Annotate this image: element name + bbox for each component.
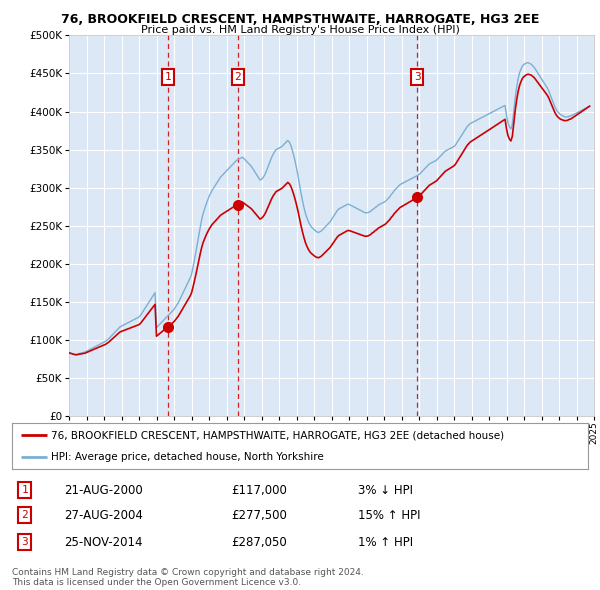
Text: This data is licensed under the Open Government Licence v3.0.: This data is licensed under the Open Gov… bbox=[12, 578, 301, 587]
Text: HPI: Average price, detached house, North Yorkshire: HPI: Average price, detached house, Nort… bbox=[51, 451, 324, 461]
Text: 76, BROOKFIELD CRESCENT, HAMPSTHWAITE, HARROGATE, HG3 2EE: 76, BROOKFIELD CRESCENT, HAMPSTHWAITE, H… bbox=[61, 13, 539, 26]
Text: 2: 2 bbox=[235, 72, 241, 82]
Text: 3% ↓ HPI: 3% ↓ HPI bbox=[358, 484, 413, 497]
Text: £277,500: £277,500 bbox=[231, 509, 287, 522]
Text: £287,050: £287,050 bbox=[231, 536, 287, 549]
Text: 2: 2 bbox=[21, 510, 28, 520]
Text: 76, BROOKFIELD CRESCENT, HAMPSTHWAITE, HARROGATE, HG3 2EE (detached house): 76, BROOKFIELD CRESCENT, HAMPSTHWAITE, H… bbox=[51, 431, 504, 441]
Text: 1: 1 bbox=[164, 72, 171, 82]
Text: 1: 1 bbox=[21, 485, 28, 495]
Text: Price paid vs. HM Land Registry's House Price Index (HPI): Price paid vs. HM Land Registry's House … bbox=[140, 25, 460, 35]
Text: 15% ↑ HPI: 15% ↑ HPI bbox=[358, 509, 420, 522]
Text: 3: 3 bbox=[414, 72, 421, 82]
Text: 21-AUG-2000: 21-AUG-2000 bbox=[64, 484, 143, 497]
Text: 27-AUG-2004: 27-AUG-2004 bbox=[64, 509, 143, 522]
Text: Contains HM Land Registry data © Crown copyright and database right 2024.: Contains HM Land Registry data © Crown c… bbox=[12, 568, 364, 576]
Text: 25-NOV-2014: 25-NOV-2014 bbox=[64, 536, 142, 549]
Text: 1% ↑ HPI: 1% ↑ HPI bbox=[358, 536, 413, 549]
Text: £117,000: £117,000 bbox=[231, 484, 287, 497]
Text: 3: 3 bbox=[21, 537, 28, 548]
